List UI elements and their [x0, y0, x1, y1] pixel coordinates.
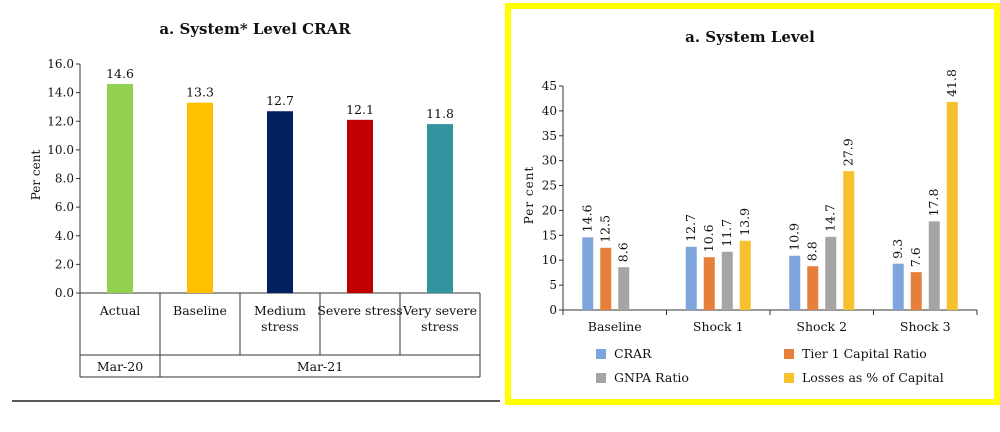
- chart-2-ytick-label: 40: [542, 104, 557, 118]
- chart-2-value-label: 8.6: [616, 242, 631, 262]
- chart-2-legend-label: CRAR: [614, 346, 652, 361]
- chart-1-value-label: 11.8: [426, 106, 454, 121]
- chart-2-bar: [703, 257, 715, 310]
- chart-2-bar: [946, 101, 958, 310]
- chart-1-ytick-label: 6.0: [55, 200, 74, 214]
- chart-2-category-label: Shock 1: [693, 319, 744, 334]
- chart-system-level-crar: a. System* Level CRAR Per cent 0.0 2.0 4.0…: [12, 20, 500, 402]
- chart-2-value-label: 27.9: [841, 138, 856, 166]
- chart-2-bar: [721, 251, 733, 310]
- chart-2-bar: [618, 267, 630, 310]
- chart-2-bar: [600, 247, 612, 310]
- chart-2-bar: [807, 266, 819, 310]
- chart-1-category-label: Actual: [99, 303, 141, 318]
- chart-2-bar: [582, 237, 594, 310]
- chart-1-ytick-label: 4.0: [55, 229, 74, 243]
- chart-1-value-label: 14.6: [106, 66, 134, 81]
- chart-2-ytick-label: 15: [542, 228, 557, 242]
- chart-2-category-label: Shock 2: [796, 319, 847, 334]
- chart-2-value-label: 14.6: [580, 204, 595, 232]
- chart-2-ytick-label: 0: [549, 303, 557, 317]
- chart-1-bar: [107, 84, 133, 293]
- chart-1-category-label: Very severe: [402, 303, 477, 318]
- chart-2-value-label: 14.7: [823, 204, 838, 232]
- chart-2-value-label: 41.8: [944, 69, 959, 97]
- chart-1-ylabel: Per cent: [29, 150, 43, 201]
- chart-2-value-label: 8.8: [805, 241, 820, 261]
- chart-1-category-label: Medium: [254, 303, 306, 318]
- chart-1-ytick-label: 14.0: [47, 86, 74, 100]
- chart-1-group-label: Mar-21: [297, 359, 343, 374]
- chart-2-value-label: 11.7: [719, 219, 734, 247]
- chart-2-title: a. System Level: [685, 28, 815, 46]
- chart-2-value-label: 9.3: [890, 239, 905, 259]
- chart-1-bar: [427, 124, 453, 293]
- chart-1-ytick-label: 12.0: [47, 114, 74, 128]
- chart-1-bar: [347, 119, 373, 293]
- chart-system-level-stress: a. System Level Per cent 0 5 10 15 20 25 30 35 4…: [505, 3, 1000, 405]
- chart-1-category-label: Severe stress: [317, 303, 402, 318]
- chart-2-ytick-label: 45: [542, 79, 557, 93]
- chart-2-value-label: 12.7: [683, 214, 698, 242]
- chart-2-legend-swatch: [784, 349, 794, 359]
- chart-2-category-label: Shock 3: [900, 319, 951, 334]
- chart-2-ytick-label: 25: [542, 179, 557, 193]
- chart-2-legend-swatch: [596, 349, 606, 359]
- chart-2-ylabel: Per cent: [522, 166, 536, 225]
- chart-2-ytick-label: 35: [542, 129, 557, 143]
- chart-2-legend-label: GNPA Ratio: [614, 370, 689, 385]
- chart-2-bar: [685, 246, 697, 310]
- chart-2-bar: [928, 221, 940, 310]
- chart-2-bar: [910, 272, 922, 310]
- chart-1-value-label: 12.7: [266, 93, 294, 108]
- chart-2-value-label: 12.5: [598, 215, 613, 243]
- chart-2-category-label: Baseline: [588, 319, 642, 334]
- chart-1-group-label: Mar-20: [97, 359, 143, 374]
- chart-1-ytick-label: 16.0: [47, 57, 74, 71]
- chart-1-ytick-label: 0.0: [55, 286, 74, 300]
- chart-1-bar: [267, 111, 293, 293]
- chart-1-category-label: Baseline: [173, 303, 227, 318]
- chart-1-value-label: 13.3: [186, 85, 214, 100]
- chart-2-ytick-label: 10: [542, 253, 557, 267]
- chart-2-ytick-label: 20: [542, 203, 557, 217]
- chart-2-ytick-label: 30: [542, 154, 557, 168]
- chart-1-category-label: stress: [261, 319, 299, 334]
- chart-2-border: [505, 3, 1000, 405]
- chart-2-legend-label: Tier 1 Capital Ratio: [802, 346, 927, 361]
- chart-2-legend-swatch: [596, 373, 606, 383]
- chart-2-value-label: 10.9: [787, 223, 802, 251]
- chart-2-legend-label: Losses as % of Capital: [802, 370, 944, 385]
- chart-2-value-label: 13.9: [737, 208, 752, 236]
- chart-2-legend-swatch: [784, 373, 794, 383]
- chart-2-bar: [892, 263, 904, 310]
- chart-1-bar: [187, 102, 213, 293]
- chart-2-value-label: 10.6: [701, 224, 716, 252]
- chart-1-value-label: 12.1: [346, 102, 374, 117]
- chart-2-value-label: 7.6: [908, 247, 923, 267]
- chart-2-bar: [739, 240, 751, 310]
- chart-2-bar: [789, 255, 801, 310]
- chart-2-value-label: 17.8: [926, 189, 941, 217]
- chart-2-bar: [825, 236, 837, 310]
- chart-2-bar: [843, 171, 855, 310]
- chart-2-ytick-label: 5: [549, 278, 557, 292]
- chart-1-ytick-label: 2.0: [55, 257, 74, 271]
- chart-1-ytick-label: 8.0: [55, 172, 74, 186]
- chart-1-title: a. System* Level CRAR: [159, 20, 351, 38]
- chart-1-ytick-label: 10.0: [47, 143, 74, 157]
- chart-1-category-label: stress: [421, 319, 459, 334]
